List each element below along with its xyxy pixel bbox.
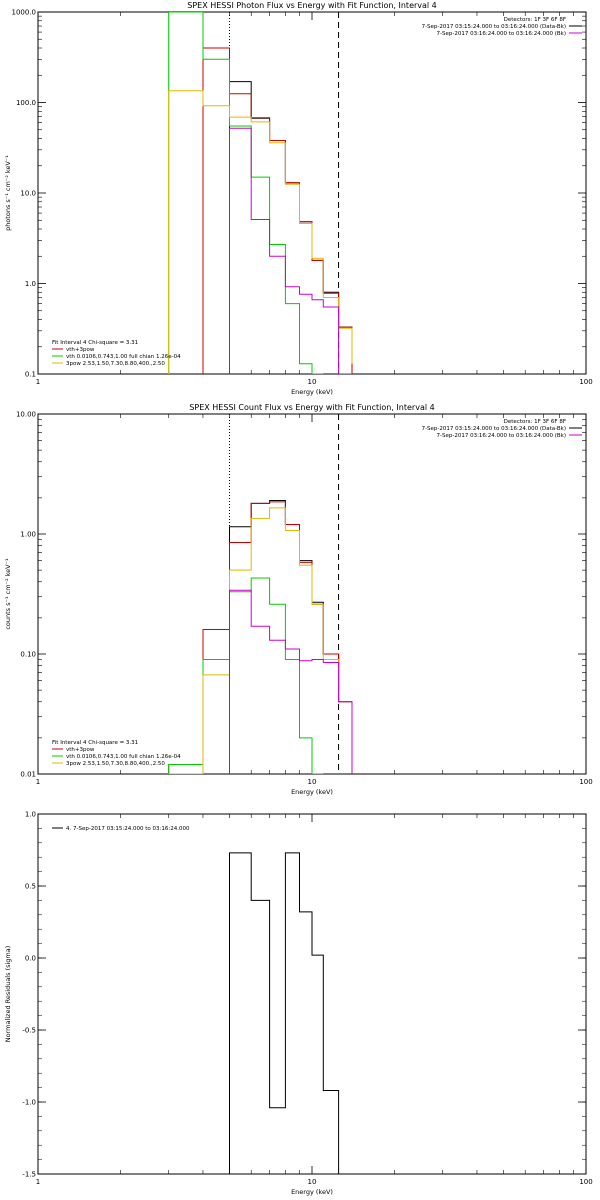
y-tick-label: 0.5 <box>25 883 36 891</box>
x-axis-label: Energy (keV) <box>291 788 333 796</box>
y-tick-label: -1.5 <box>22 1171 36 1179</box>
x-axis-label: Energy (keV) <box>291 1188 333 1196</box>
residuals-panel: 1 10 100 -1.5 -1.0 -0.5 0.0 0.5 1.0 Energy (keV) N… <box>4 811 593 1197</box>
y-tick-label: 0.10 <box>20 651 36 659</box>
y-tick-label: -1.0 <box>22 1099 36 1107</box>
y-tick-label: 10.0 <box>20 190 36 198</box>
legend-bottom-text: vth+3pow <box>66 347 95 353</box>
y-tick-label: 1.00 <box>20 531 36 539</box>
y-tick-label: 10.00 <box>16 411 36 419</box>
photon-flux-panel: SPEX HESSI Photon Flux vs Energy with Fi… <box>4 1 593 396</box>
series-line-0 <box>229 852 340 1174</box>
legend-top-text: Detectors: 1F 3F 6F 8F <box>504 419 566 425</box>
legend-bottom-text: vth 0.0106,0.743,1.00 full chian 1.26e-0… <box>66 754 181 760</box>
plot-frame <box>37 11 587 375</box>
y-tick-label: 1.0 <box>25 811 36 819</box>
y-tick-label: 0.1 <box>25 371 36 379</box>
y-tick-label: 1000.0 <box>12 9 37 17</box>
count-flux-panel: SPEX HESSI Count Flux vs Energy with Fit… <box>4 403 593 796</box>
series-group <box>229 852 340 1174</box>
chart-title: SPEX HESSI Count Flux vs Energy with Fit… <box>189 403 434 412</box>
x-tick-label: 100 <box>579 378 592 386</box>
legend-bottom-text: Fit Interval 4 Chi-square = 3.31 <box>52 740 138 746</box>
x-tick-label: 10 <box>308 378 317 386</box>
legend-bottom-text: vth+3pow <box>66 747 95 753</box>
legend-top-text: 7-Sep-2017 03:15:24.000 to 03:16:24.000 … <box>422 24 566 30</box>
x-tick-label: 100 <box>579 778 592 786</box>
series-group <box>168 12 353 374</box>
y-tick-label: 0.0 <box>25 955 36 963</box>
y-tick-label: 100.0 <box>16 99 36 107</box>
x-tick-label: 1 <box>36 1178 40 1186</box>
series-group <box>168 500 353 774</box>
series-line-1 <box>202 47 353 374</box>
y-axis-label: Normalized Residuals (sigma) <box>4 946 12 1043</box>
legend-top-text: 7-Sep-2017 03:16:24.000 to 03:16:24.000 … <box>437 31 567 37</box>
x-tick-label: 100 <box>579 1178 592 1186</box>
legend-top-text: 7-Sep-2017 03:16:24.000 to 03:16:24.000 … <box>437 433 567 439</box>
series-line-1 <box>168 501 353 774</box>
y-tick-label: 1.0 <box>25 280 36 288</box>
x-axis-label: Energy (keV) <box>291 388 333 396</box>
legend-bottom-text: vth 0.0106,0.743,1.00 full chian 1.26e-0… <box>66 354 181 360</box>
chart-title: SPEX HESSI Photon Flux vs Energy with Fi… <box>187 1 437 10</box>
legend-bottom-text: Fit Interval 4 Chi-square = 3.31 <box>52 340 138 346</box>
legend-bottom-text: 3pow 2.53,1.50,7.30,8.80,400.,2.50 <box>66 761 165 767</box>
y-axis-label: photons s⁻¹ cm⁻² keV⁻¹ <box>4 155 12 231</box>
x-tick-label: 1 <box>36 378 40 386</box>
series-line-2 <box>168 12 324 374</box>
series-line-0 <box>229 500 353 774</box>
series-line-4 <box>229 589 353 774</box>
y-tick-label: 0.01 <box>20 771 36 779</box>
series-line-3 <box>168 90 353 374</box>
x-tick-label: 10 <box>308 1178 317 1186</box>
x-tick-label: 1 <box>36 778 40 786</box>
y-axis-label: counts s⁻¹ cm⁻² keV⁻¹ <box>4 558 12 630</box>
legend-top-text: 7-Sep-2017 03:15:24.000 to 03:16:24.000 … <box>422 426 566 432</box>
series-line-2 <box>168 577 324 774</box>
x-tick-label: 10 <box>308 778 317 786</box>
series-line-3 <box>168 507 353 774</box>
legend-bottom-text: 3pow 2.53,1.50,7.30,8.80,400.,2.50 <box>66 361 165 367</box>
legend-text: 4. 7-Sep-2017 03:15:24.000 to 03:16:24.0… <box>66 826 190 832</box>
series-line-4 <box>229 127 352 374</box>
series-line-0 <box>229 81 353 374</box>
y-tick-label: -0.5 <box>22 1027 36 1035</box>
legend-top-text: Detectors: 1F 3F 6F 8F <box>504 17 566 23</box>
plot-frame <box>37 813 587 1175</box>
